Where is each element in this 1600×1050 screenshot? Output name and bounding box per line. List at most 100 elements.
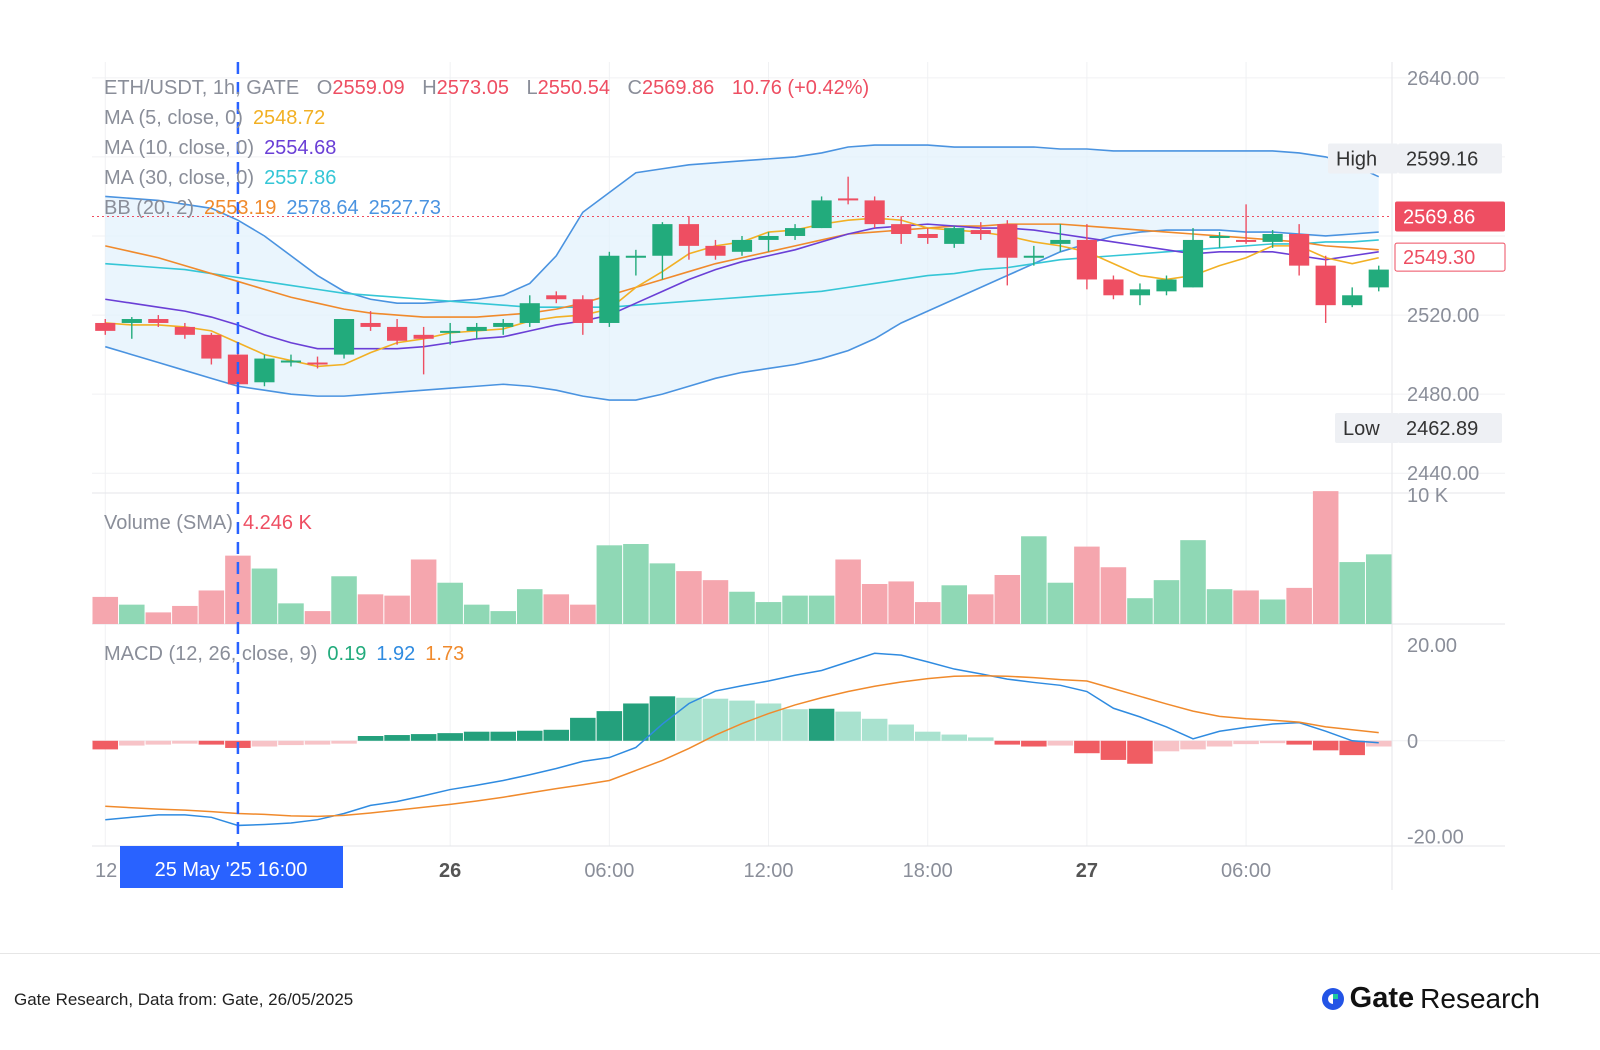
volume-bar <box>1365 554 1392 624</box>
candle-body <box>360 322 381 327</box>
candle-body <box>838 198 859 201</box>
price-tick-label: 2640.00 <box>1407 68 1479 90</box>
volume-bar <box>1180 540 1206 624</box>
macd-histogram-bar <box>596 711 623 741</box>
volume-bar <box>490 611 516 624</box>
volume-bar <box>941 585 968 624</box>
crosshair-time-label: 25 May '25 16:00 <box>155 859 308 881</box>
macd-histogram-bar <box>888 724 914 741</box>
macd-histogram-bar <box>649 696 676 741</box>
bb-upper-value: 2578.64 <box>286 197 359 219</box>
macd-histogram-bar <box>1233 740 1259 745</box>
macd-histogram-bar <box>92 740 119 750</box>
macd-histogram-bar <box>119 740 145 746</box>
price-tick-label: 2520.00 <box>1407 305 1479 327</box>
macd-histogram-bar <box>1365 740 1392 747</box>
volume-bar <box>1074 546 1100 624</box>
candle-body <box>1315 265 1336 306</box>
close-label: C <box>627 77 642 99</box>
ma5-label: MA (5, close, 0) <box>104 107 243 129</box>
high-value: 2573.05 <box>436 77 509 99</box>
x-tick-label: 12 <box>95 860 117 882</box>
ma30-legend: MA (30, close, 0) 2557.86 <box>104 167 336 190</box>
ma10-label: MA (10, close, 0) <box>104 137 255 159</box>
high-badge-value: 2599.16 <box>1406 149 1478 171</box>
volume-bar <box>1339 562 1365 624</box>
candle-body <box>546 295 567 300</box>
macd-tick-label: 20.00 <box>1407 635 1457 657</box>
volume-bar <box>543 594 570 624</box>
candle-body <box>493 322 514 327</box>
macd-histogram-bar <box>357 736 384 741</box>
macd-histogram-bar <box>1339 740 1365 756</box>
macd-histogram-bar <box>1286 740 1312 745</box>
candle-body <box>731 239 753 252</box>
volume-bar <box>172 605 198 624</box>
candle-body <box>1209 235 1230 238</box>
bb-legend: BB (20, 2) 2553.19 2578.64 2527.73 <box>104 197 441 220</box>
macd-line <box>105 652 1379 827</box>
macd-histogram-bar <box>1047 740 1074 746</box>
volume-bar <box>119 604 145 624</box>
candle-body <box>333 319 355 355</box>
volume-bar <box>384 595 410 624</box>
bb-label: BB (20, 2) <box>104 197 195 219</box>
volume-bar <box>463 604 490 624</box>
volume-bar <box>1286 587 1312 624</box>
volume-label: Volume (SMA) <box>104 512 233 534</box>
low-badge-label: Low <box>1343 418 1380 440</box>
macd-hist-value: 0.19 <box>327 643 367 665</box>
volume-bar <box>145 612 172 624</box>
low-badge-label-bg <box>1335 412 1399 443</box>
volume-bar <box>676 571 702 624</box>
macd-histogram-bar <box>968 737 994 741</box>
change-value: 10.76 (+0.42%) <box>731 77 870 99</box>
candle-body <box>95 322 116 331</box>
x-tick-label: 12:00 <box>743 860 793 882</box>
macd-tick-label: 0 <box>1407 731 1418 753</box>
macd-histogram-bar <box>861 718 888 741</box>
macd-histogram-bar <box>914 731 941 741</box>
last-price-badge-bg <box>1395 201 1505 232</box>
high-badge-value-bg <box>1398 143 1502 174</box>
macd-signal-line <box>105 674 1379 818</box>
high-label: H <box>422 77 437 99</box>
candle-body <box>254 358 275 383</box>
price-tick-label: 2440.00 <box>1407 463 1479 485</box>
volume-tick-label: 10 K <box>1407 485 1449 507</box>
candle-body <box>280 360 302 363</box>
ma10-value: 2554.68 <box>264 137 337 159</box>
x-tick-label: 06:00 <box>1221 860 1271 882</box>
volume-bar <box>782 595 808 624</box>
candle-body <box>466 326 487 331</box>
macd-histogram-bar <box>251 740 278 747</box>
macd-histogram-bar <box>994 740 1021 745</box>
volume-bar <box>623 544 649 624</box>
macd-histogram-bar <box>570 717 596 741</box>
macd-histogram-bar <box>384 735 410 741</box>
volume-bar <box>968 594 994 624</box>
bb-upper-line <box>105 144 1380 305</box>
volume-legend: Volume (SMA) 4.246 K <box>104 512 312 535</box>
candle-body <box>1236 239 1257 242</box>
candle-body <box>519 303 540 323</box>
footer-divider <box>0 953 1600 954</box>
volume-bar <box>331 576 357 624</box>
candle-body <box>1103 279 1124 296</box>
x-tick-label: 26 <box>439 860 461 882</box>
ma-price-badge-bg <box>1394 242 1506 272</box>
volume-bar <box>1153 580 1180 624</box>
macd-histogram-bar <box>410 734 437 741</box>
volume-bar <box>808 595 835 624</box>
high-badge-label: High <box>1336 149 1377 171</box>
volume-bar <box>1047 582 1074 624</box>
macd-histogram-bar <box>1206 740 1233 747</box>
open-value: 2559.09 <box>332 77 405 99</box>
volume-bar <box>278 603 304 624</box>
macd-histogram-bar <box>1100 740 1127 760</box>
candle-body <box>891 224 912 235</box>
candle-body <box>387 326 408 341</box>
candle-body <box>121 319 142 323</box>
price-tick-label: 2480.00 <box>1407 384 1479 406</box>
volume-bar <box>304 611 331 624</box>
